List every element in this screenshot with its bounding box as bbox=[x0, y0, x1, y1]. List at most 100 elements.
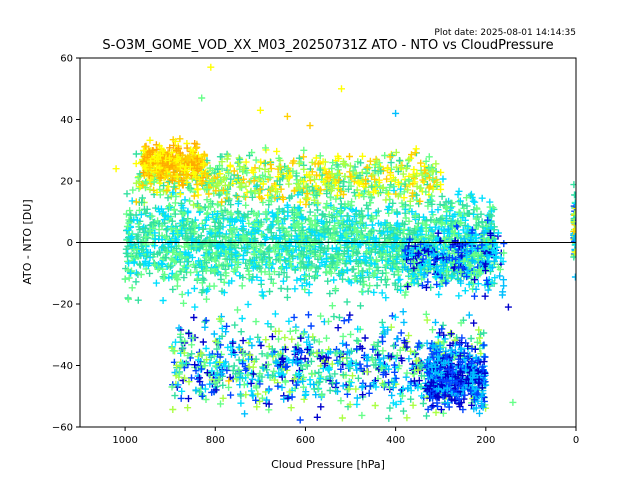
data-point bbox=[283, 201, 291, 209]
data-point bbox=[571, 191, 576, 199]
data-point bbox=[397, 398, 405, 405]
data-point bbox=[151, 242, 159, 250]
data-point bbox=[336, 232, 344, 240]
data-point bbox=[257, 342, 265, 349]
data-point bbox=[288, 208, 296, 216]
data-point bbox=[381, 219, 389, 227]
data-point bbox=[198, 289, 206, 296]
data-point bbox=[248, 193, 256, 201]
data-point bbox=[246, 152, 253, 159]
data-point bbox=[377, 167, 385, 175]
data-point bbox=[437, 181, 445, 189]
data-point bbox=[235, 210, 243, 218]
data-point bbox=[256, 338, 263, 346]
data-point bbox=[232, 192, 240, 199]
data-point bbox=[181, 374, 188, 382]
data-point bbox=[203, 295, 210, 303]
data-point bbox=[129, 186, 137, 194]
data-point bbox=[251, 227, 259, 235]
data-point bbox=[223, 155, 231, 163]
data-point bbox=[422, 310, 430, 318]
data-point bbox=[283, 273, 291, 281]
data-point bbox=[276, 253, 284, 261]
data-point bbox=[273, 147, 281, 155]
data-point bbox=[159, 159, 167, 167]
data-point bbox=[244, 210, 252, 218]
plot-date: Plot date: 2025-08-01 14:14:35 bbox=[434, 28, 576, 38]
data-point bbox=[405, 177, 413, 185]
data-point bbox=[315, 239, 323, 247]
data-point bbox=[371, 260, 379, 268]
data-point bbox=[447, 330, 455, 338]
data-point bbox=[310, 196, 318, 204]
data-point bbox=[333, 161, 341, 169]
data-point bbox=[134, 220, 142, 228]
data-point bbox=[278, 223, 286, 231]
data-point bbox=[214, 210, 221, 218]
data-point bbox=[140, 162, 148, 170]
data-point bbox=[190, 192, 198, 200]
data-point bbox=[392, 163, 400, 171]
data-point bbox=[423, 316, 431, 324]
data-point bbox=[397, 329, 405, 337]
data-point bbox=[180, 299, 187, 307]
data-point bbox=[454, 191, 462, 198]
data-point bbox=[296, 240, 303, 248]
data-point bbox=[411, 149, 419, 157]
data-point bbox=[176, 258, 184, 266]
data-point bbox=[269, 212, 277, 220]
data-point bbox=[168, 149, 176, 156]
data-point bbox=[273, 177, 281, 185]
data-point bbox=[128, 233, 136, 241]
data-point bbox=[177, 229, 185, 237]
data-point bbox=[125, 295, 132, 303]
data-point bbox=[387, 224, 395, 231]
data-point bbox=[400, 194, 408, 202]
data-point bbox=[313, 191, 321, 199]
data-point bbox=[209, 176, 216, 184]
data-point bbox=[422, 157, 430, 165]
data-point bbox=[352, 257, 360, 265]
data-point bbox=[170, 183, 178, 191]
data-point bbox=[176, 249, 184, 257]
data-point bbox=[571, 273, 576, 281]
data-point bbox=[367, 193, 375, 201]
data-point bbox=[190, 314, 198, 321]
data-point bbox=[352, 192, 359, 200]
data-point bbox=[417, 159, 425, 167]
data-point bbox=[168, 162, 176, 170]
data-point bbox=[342, 230, 350, 238]
data-point bbox=[167, 255, 175, 263]
data-point bbox=[270, 213, 278, 221]
data-point bbox=[163, 226, 171, 234]
data-point bbox=[295, 223, 302, 231]
data-point bbox=[394, 168, 402, 175]
data-point bbox=[404, 186, 412, 194]
data-point bbox=[237, 328, 245, 336]
data-point bbox=[136, 206, 143, 214]
data-point bbox=[147, 157, 155, 165]
x-tick-label: 1000 bbox=[112, 435, 137, 446]
data-point bbox=[394, 276, 402, 284]
data-point bbox=[386, 404, 394, 412]
data-point bbox=[400, 318, 408, 326]
data-point bbox=[488, 207, 496, 215]
data-point bbox=[256, 106, 264, 114]
y-tick-label: −40 bbox=[52, 361, 73, 372]
data-point bbox=[136, 170, 144, 178]
data-point bbox=[195, 175, 203, 183]
data-point bbox=[429, 176, 437, 184]
data-point bbox=[199, 225, 207, 233]
data-point bbox=[323, 334, 330, 342]
data-point bbox=[286, 258, 294, 266]
data-point bbox=[394, 192, 402, 200]
chart-title: S-O3M_GOME_VOD_XX_M03_20250731Z ATO - NT… bbox=[102, 38, 553, 53]
data-point bbox=[257, 158, 265, 166]
data-point bbox=[199, 338, 207, 346]
data-point bbox=[276, 235, 284, 243]
data-point bbox=[247, 230, 255, 238]
data-point bbox=[356, 360, 364, 368]
data-point bbox=[225, 383, 233, 391]
data-point bbox=[277, 285, 285, 292]
data-point bbox=[430, 232, 438, 240]
